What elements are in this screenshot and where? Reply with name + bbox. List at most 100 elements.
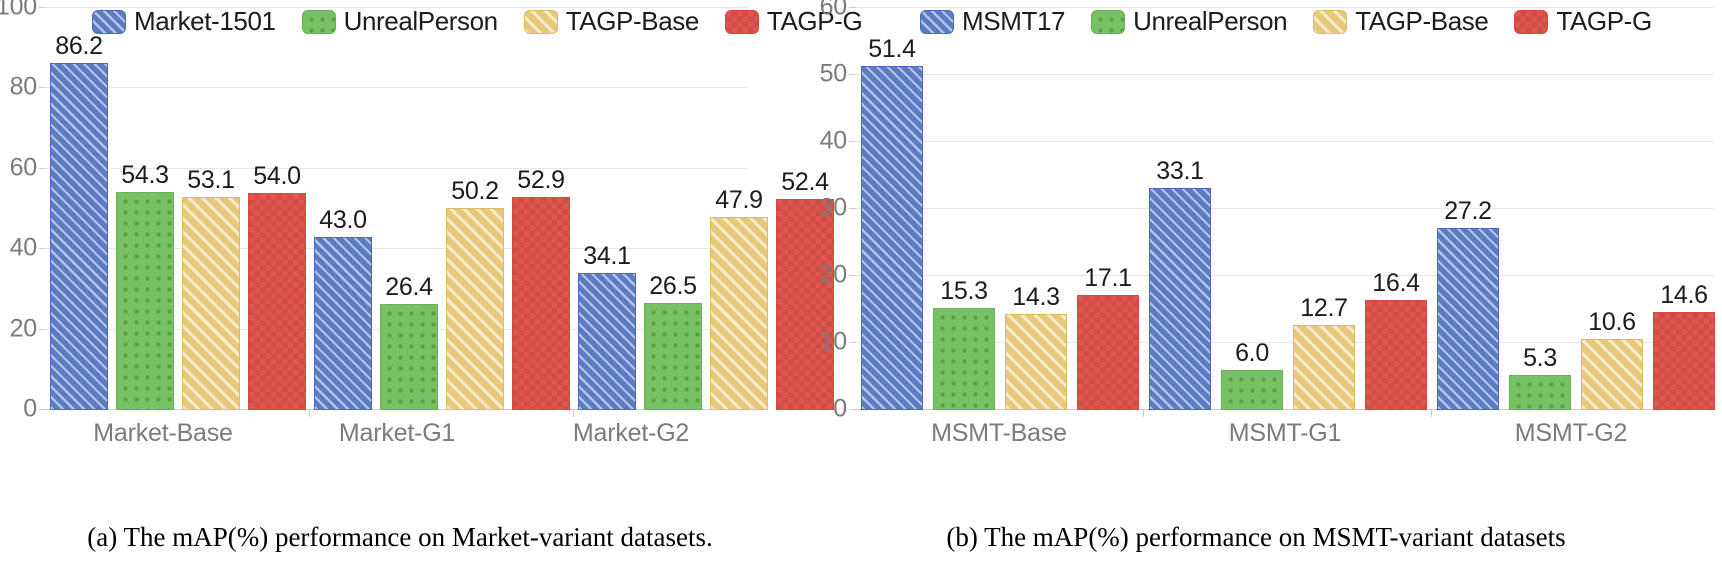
legend-item[interactable]: Market-1501 [92,6,276,37]
bar[interactable]: 27.2 [1437,197,1499,410]
y-axis-tick-mark [39,87,46,89]
bar[interactable]: 34.1 [578,242,636,410]
bar[interactable]: 14.3 [1005,283,1067,410]
bar-slot: 27.2 [1437,8,1499,410]
legend-swatch-red-icon [724,9,759,34]
y-axis-tick-mark [849,409,856,410]
bar[interactable]: 52.9 [512,166,570,410]
bar-slot: 33.1 [1149,8,1211,410]
legend-item[interactable]: UnrealPerson [1091,6,1288,37]
y-axis-tick-label: 40 [819,126,848,155]
bar-value-label: 12.7 [1300,293,1348,322]
bar-value-label: 15.3 [940,276,988,305]
gridline: 30 [820,194,1714,222]
bar-value-label: 52.4 [781,168,829,197]
bar-value-label: 33.1 [1156,157,1204,186]
bar-slot: 5.3 [1509,8,1571,410]
legend-item[interactable]: UnrealPerson [301,6,498,37]
legend-item[interactable]: TAGP-Base [523,6,699,37]
bar-value-label: 51.4 [868,34,916,63]
bar-slot: 47.9 [710,8,768,410]
bar-group: 51.4 15.3 14.3 17.1 [856,8,1144,417]
bar-value-label: 10.6 [1588,307,1636,336]
caption-panel-a: (a) The mAP(%) performance on Market-var… [87,522,713,552]
bar[interactable]: 26.5 [644,272,702,410]
legend-item-label: Market-1501 [134,6,276,36]
x-axis-category-label: Market-G1 [338,419,456,447]
legend-item[interactable]: MSMT17 [920,6,1065,37]
bar[interactable]: 26.4 [380,273,438,410]
bar-slot: 52.9 [512,8,570,410]
bar-value-label: 26.5 [649,272,697,301]
bar-value-label: 14.3 [1012,283,1060,312]
bar-slot: 14.3 [1005,8,1067,410]
bar-slot: 51.4 [861,8,923,410]
legend-swatch-red-icon [1514,9,1549,34]
legend-item[interactable]: TAGP-Base [1313,6,1489,37]
bar[interactable]: 5.3 [1509,344,1571,410]
bar-slot: 34.1 [578,8,636,410]
bar-value-label: 17.1 [1084,264,1132,293]
legend-item[interactable]: TAGP-G [1514,6,1652,37]
legend-item-label: TAGP-G [1556,6,1652,36]
legend-item-label: TAGP-Base [1355,6,1489,36]
legend-item[interactable]: TAGP-G [724,6,863,37]
chart-panel-b: MSMT17 UnrealPerson TAGP-Base TAGP-G 0 10 20 3… [790,0,1722,563]
x-axis-labels-b: MSMT-Base MSMT-G1 MSMT-G2 [856,419,1714,448]
gridline: 80 [10,73,748,101]
gridline: 60 [820,0,1714,21]
bar-slot: 26.5 [644,8,702,410]
bar[interactable]: 51.4 [861,35,923,410]
bar[interactable]: 50.2 [446,177,504,410]
gridline: 60 [10,153,748,181]
legend-swatch-blue-icon [920,9,954,34]
bar[interactable]: 10.6 [1581,308,1643,410]
bar[interactable]: 6.0 [1221,339,1283,410]
bar-slot: 14.6 [1653,8,1715,410]
bar[interactable]: 53.1 [182,166,240,410]
bar-value-label: 52.9 [517,166,565,195]
bar[interactable]: 15.3 [933,277,995,410]
gridline: 40 [820,127,1714,155]
y-axis-tick-label: 100 [0,0,37,21]
bar-slot: 15.3 [933,8,995,410]
gridline: 20 [820,261,1714,289]
bar[interactable]: 47.9 [710,186,768,410]
bar-value-label: 34.1 [583,241,631,270]
bar[interactable]: 54.3 [116,161,174,410]
bar[interactable]: 17.1 [1077,264,1139,410]
bar[interactable]: 33.1 [1149,157,1211,410]
y-axis-tick-mark [39,328,46,330]
x-axis-category-label: Market-G2 [572,419,690,447]
legend-item-label: TAGP-G [766,6,863,36]
bar[interactable]: 14.6 [1653,281,1715,410]
bar-slot: 10.6 [1581,8,1643,410]
y-axis-tick-mark [849,208,856,209]
bar-value-label: 16.4 [1372,269,1420,298]
bar-group: 86.2 54.3 53.1 54.0 [46,8,310,417]
bar[interactable]: 43.0 [314,206,372,410]
gridline: 0 [833,395,1714,423]
bar[interactable]: 54.0 [248,162,306,410]
plot-wrapper-a: 0 20 40 60 80 100 86.2 54.3 53.1 54.0 43.0 26.4 50.… [0,0,834,488]
bar-slot: 17.1 [1077,8,1139,410]
gridline: 50 [820,60,1714,88]
plot-area-b: 0 10 20 30 40 50 60 51.4 15.3 14.3 17.1 33.1 6.0 12.… [820,0,1715,423]
bar[interactable]: 52.4 [776,168,834,410]
bar-value-label: 54.0 [253,161,301,190]
gridline: 40 [10,234,748,262]
bar-slot: 54.3 [116,8,174,410]
legend-swatch-green-icon [1091,9,1126,34]
bar-value-label: 6.0 [1235,338,1269,367]
bar-slot: 54.0 [248,8,306,410]
bar-slot: 6.0 [1221,8,1283,410]
bar-slot: 86.2 [50,8,108,410]
y-axis-tick-label: 60 [819,0,848,21]
legend-item-label: MSMT17 [962,6,1066,36]
bar-value-label: 47.9 [715,186,763,215]
bar-value-label: 14.6 [1660,281,1708,310]
bar[interactable]: 12.7 [1293,294,1355,410]
bar[interactable]: 86.2 [50,32,108,410]
bar[interactable]: 16.4 [1365,269,1427,410]
y-axis-tick-mark [849,275,856,277]
